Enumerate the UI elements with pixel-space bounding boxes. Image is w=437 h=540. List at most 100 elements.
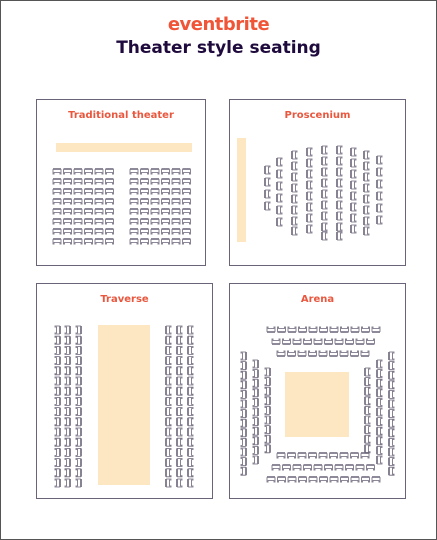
seat-icon (54, 397, 61, 406)
seat-icon (187, 386, 194, 396)
seat-icon (252, 369, 259, 378)
seat-icon (161, 218, 170, 225)
seat-icon (73, 238, 83, 245)
seat-icon (64, 437, 71, 447)
seat-icon (297, 452, 307, 459)
seat-icon (364, 434, 371, 444)
seat-icon (187, 447, 194, 457)
seat-icon (388, 390, 395, 399)
seat-icon (64, 325, 71, 335)
seat-icon (364, 425, 371, 435)
seat-icon (182, 238, 191, 245)
seat-icon (321, 167, 328, 177)
seat-icon (171, 228, 181, 235)
seat-icon (340, 476, 349, 483)
seat-icon (73, 208, 83, 215)
seat-icon (329, 476, 339, 483)
seat-icon (140, 218, 149, 225)
seat-icon (388, 418, 395, 428)
seat-icon (334, 338, 344, 345)
seat-icon (63, 228, 72, 235)
seat-icon (388, 399, 395, 409)
seat-icon (129, 218, 139, 225)
seat-icon (75, 427, 82, 437)
seat-icon (84, 208, 93, 215)
seat-icon (63, 218, 72, 225)
seat-icon (52, 198, 62, 205)
seat-icon (75, 437, 82, 447)
seat-icon (64, 417, 71, 427)
seat-icon (388, 361, 395, 370)
seat-icon (252, 378, 259, 388)
seat-icon (105, 238, 114, 245)
seat-icon (321, 145, 328, 155)
seat-icon (376, 369, 383, 378)
seat-icon (176, 407, 183, 416)
stage-area (98, 325, 150, 485)
seat-icon (171, 178, 181, 185)
seat-icon (388, 380, 395, 390)
seat-icon (105, 198, 114, 205)
seat-icon (105, 228, 114, 235)
seat-icon (303, 464, 312, 471)
seat-icon (336, 231, 343, 241)
seat-icon (264, 177, 271, 187)
seat-icon (376, 417, 383, 427)
seat-icon (75, 356, 82, 365)
seat-icon (150, 168, 160, 175)
seat-icon (240, 418, 247, 428)
seat-icon (291, 172, 298, 182)
seat-icon (321, 200, 328, 210)
seat-icon (364, 377, 371, 386)
seat-icon (63, 198, 72, 205)
seat-icon (350, 202, 357, 212)
seat-icon (140, 228, 149, 235)
seat-icon (363, 161, 370, 171)
seat-icon (264, 444, 271, 454)
seat-icon (187, 468, 194, 478)
seat-icon (176, 458, 183, 468)
seat-icon (282, 338, 291, 345)
seat-icon (264, 386, 271, 396)
seating-chairs (240, 326, 395, 483)
seat-icon (84, 218, 93, 225)
seat-icon (350, 180, 357, 190)
seat-icon (240, 351, 247, 361)
seat-icon (73, 228, 83, 235)
seat-icon (306, 202, 313, 212)
seat-icon (297, 350, 307, 357)
seat-icon (388, 457, 395, 467)
seat-icon (306, 224, 313, 234)
seat-icon (129, 198, 139, 205)
seat-icon (187, 325, 194, 335)
seat-icon (376, 378, 383, 388)
seat-icon (366, 338, 375, 345)
seat-icon (176, 325, 183, 335)
seat-icon (73, 218, 83, 225)
seat-icon (376, 203, 383, 213)
seat-icon (350, 191, 357, 201)
seat-icon (276, 217, 283, 227)
seat-icon (321, 178, 328, 188)
seat-icon (321, 222, 328, 232)
seat-icon (165, 478, 172, 488)
seat-icon (388, 428, 395, 438)
seat-icon (187, 376, 194, 386)
seat-icon (350, 213, 357, 223)
seat-icon (63, 238, 72, 245)
seat-icon (171, 238, 181, 245)
seat-icon (376, 215, 383, 225)
seat-icon (176, 346, 183, 355)
seat-icon (140, 198, 149, 205)
seat-icon (350, 224, 357, 234)
seat-icon (129, 238, 139, 245)
stage-area (285, 372, 349, 437)
seat-icon (363, 183, 370, 193)
seat-icon (313, 338, 323, 345)
seat-icon (63, 188, 72, 195)
panel-proscenium: Proscenium (229, 99, 406, 266)
seat-icon (276, 169, 283, 179)
seat-icon (318, 452, 328, 459)
seat-icon (277, 326, 286, 333)
seat-icon (298, 476, 307, 483)
